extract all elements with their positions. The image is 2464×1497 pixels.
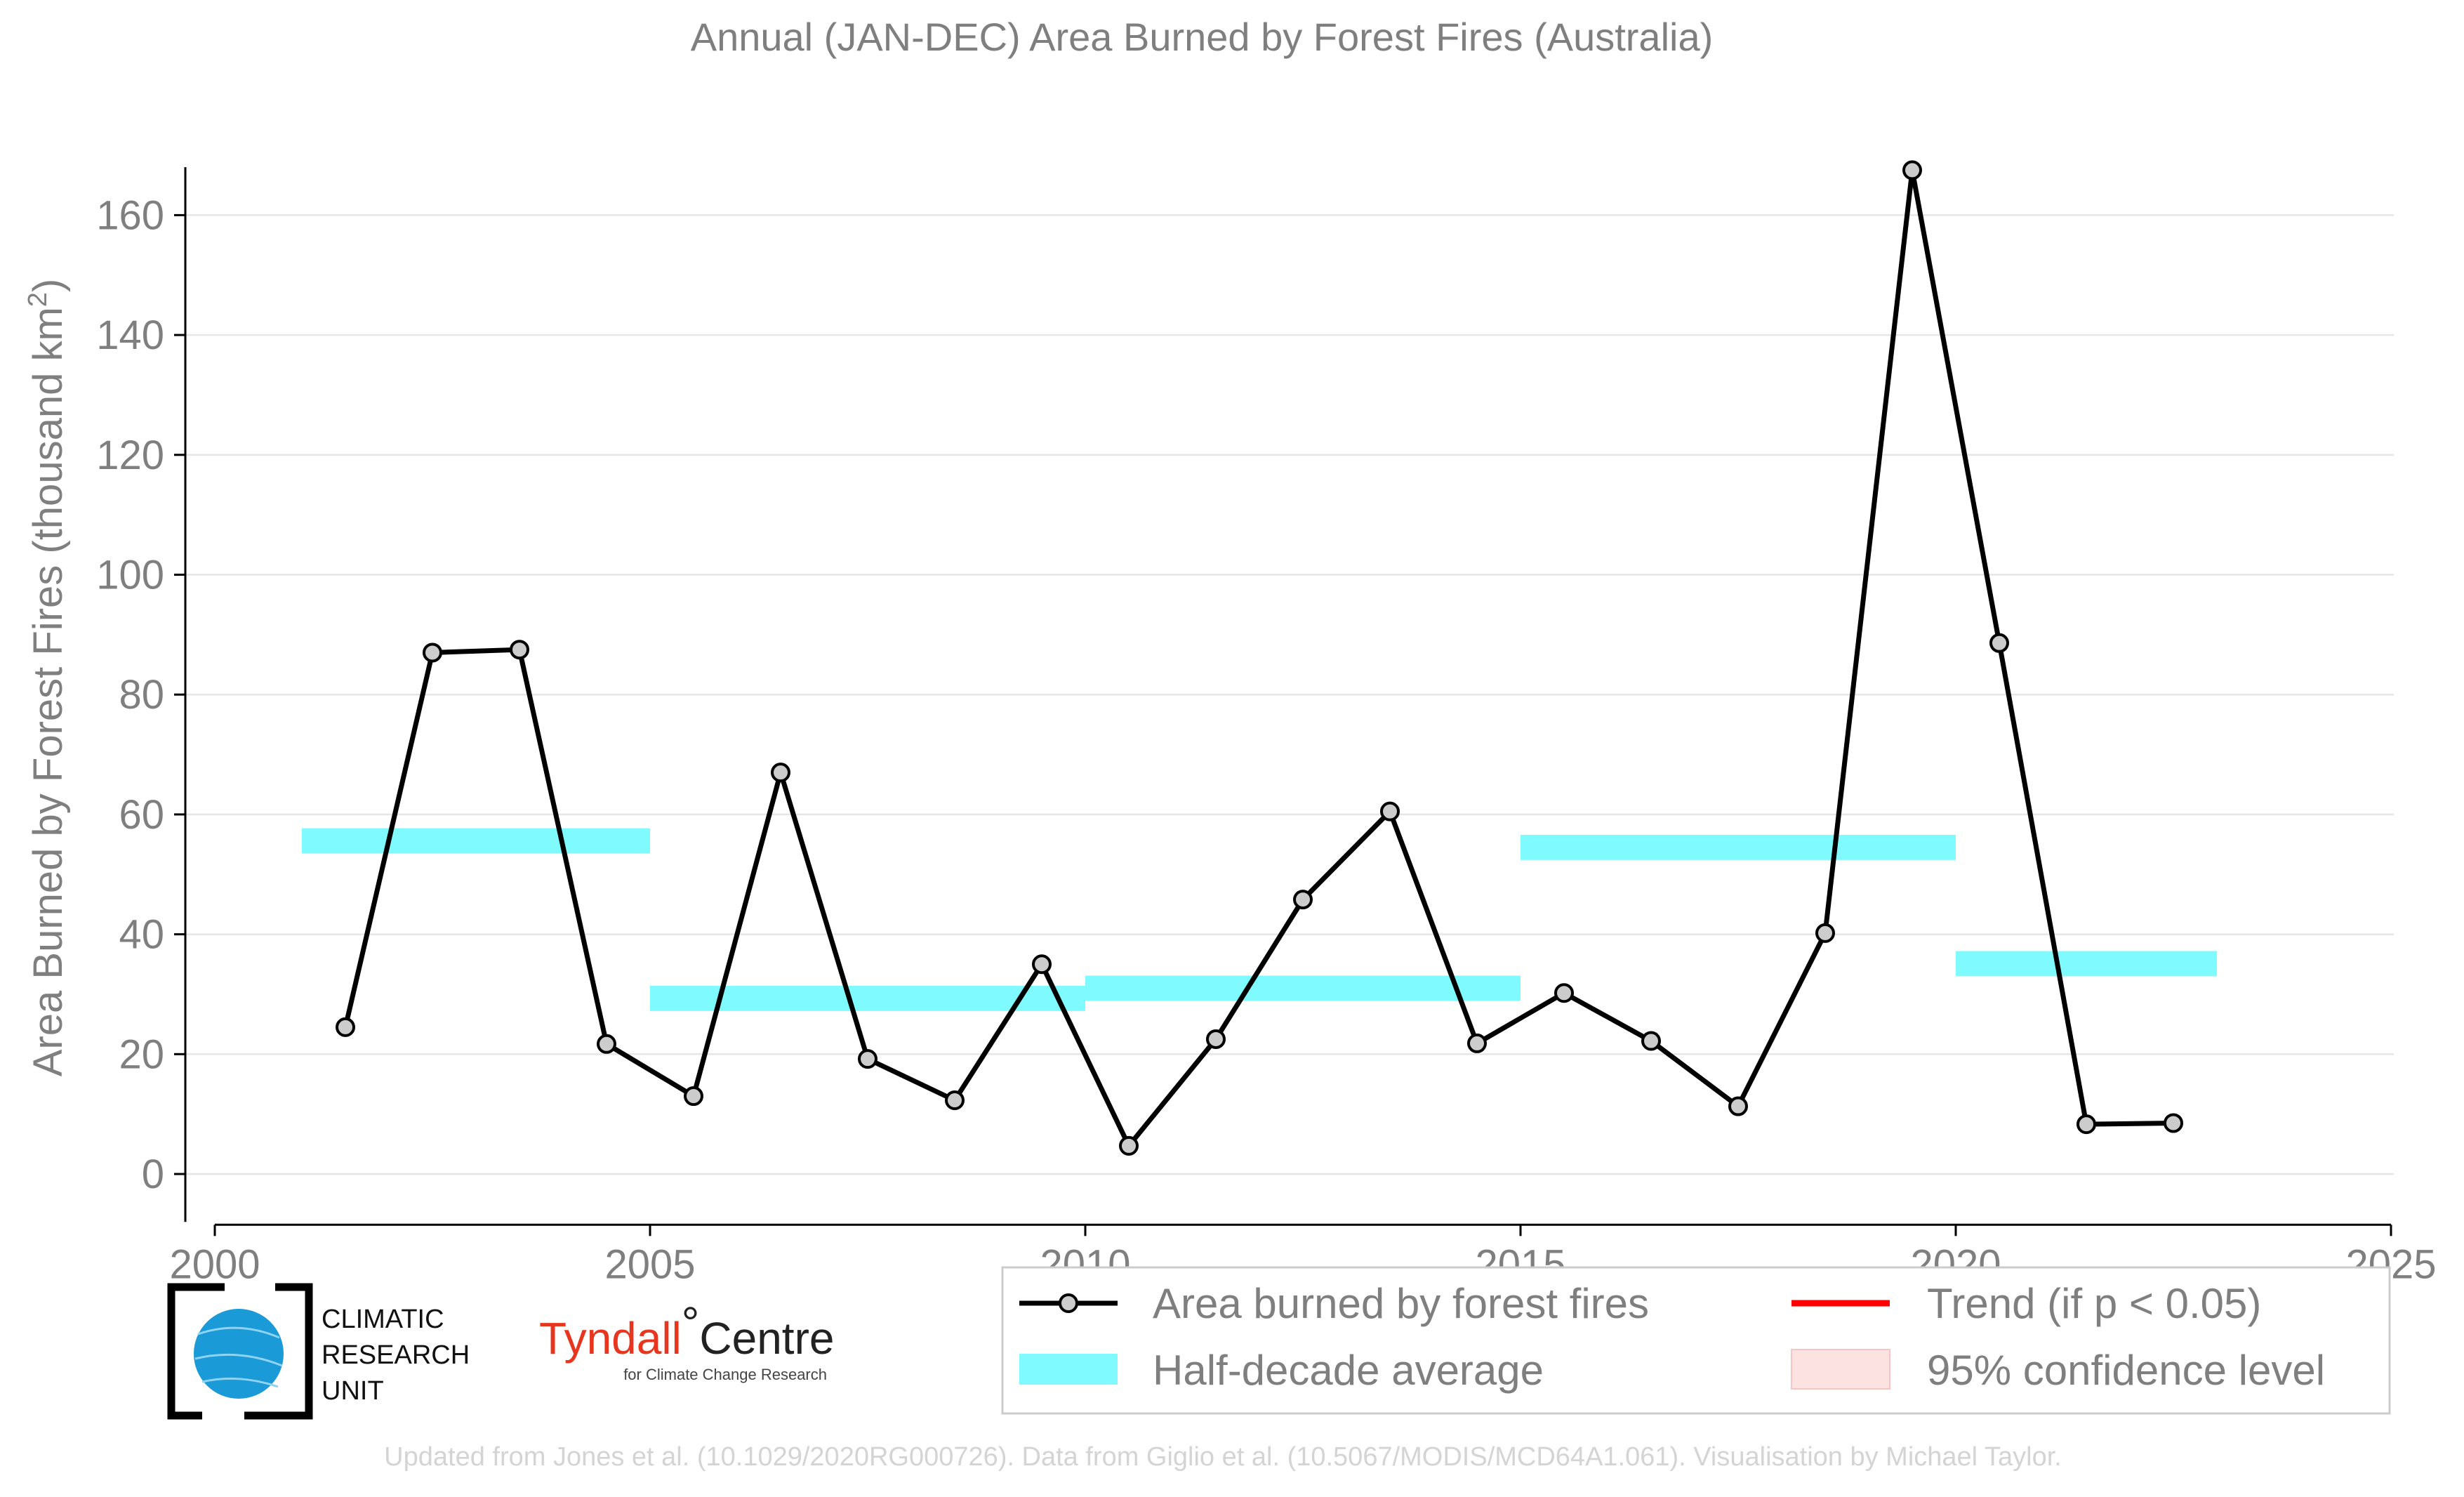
data-point-2017.5 — [1728, 1096, 1748, 1116]
credit-line: Updated from Jones et al. (10.1029/2020R… — [384, 1442, 2062, 1472]
y-tick-label-160: 160 — [96, 192, 164, 238]
data-point-2021.5 — [2076, 1114, 2096, 1135]
data-point-2013.5 — [1380, 801, 1400, 822]
y-tick-label-0: 0 — [142, 1152, 164, 1197]
y-axis-label: Area Burned by Forest Fires (thousand km… — [23, 279, 71, 1077]
y-tick-label-120: 120 — [96, 433, 164, 478]
cru-name-line2: RESEARCH — [322, 1340, 470, 1370]
y-tick-label-100: 100 — [96, 553, 164, 598]
grid-lines — [184, 214, 2394, 1175]
legend-label-area-burned: Area burned by forest fires — [1153, 1280, 1649, 1327]
half-decade-band-2 — [1085, 975, 1521, 1001]
series-line — [343, 167, 2174, 1149]
y-tick-label-80: 80 — [119, 672, 164, 718]
cru-logo: CLIMATIC RESEARCH UNIT — [167, 1283, 470, 1420]
legend-frame — [1001, 1266, 2391, 1415]
tyndall-part1: Tyndall — [539, 1313, 682, 1364]
globe-lines-icon — [194, 1326, 283, 1388]
data-point-2012.5 — [1293, 890, 1313, 910]
data-point-2014.5 — [1467, 1033, 1487, 1053]
data-point-2009.5 — [1032, 954, 1052, 975]
data-point-2019.5 — [1902, 160, 1922, 180]
data-point-2001.5 — [336, 1017, 355, 1037]
y-tick-label-40: 40 — [119, 912, 164, 958]
legend-label-trend: Trend (if p < 0.05) — [1927, 1280, 2261, 1327]
data-point-2007.5 — [858, 1049, 877, 1069]
data-point-2015.5 — [1554, 983, 1574, 1003]
chart-title: Annual (JAN-DEC) Area Burned by Forest F… — [691, 15, 1714, 59]
tyndall-wordmark: Tyndall°Centre — [539, 1298, 834, 1364]
y-tick-label-140: 140 — [96, 312, 164, 358]
tyndall-subtitle: for Climate Change Research — [623, 1366, 827, 1383]
legend-swatch-half-decade — [1019, 1354, 1118, 1385]
data-point-2006.5 — [771, 763, 790, 783]
data-point-2020.5 — [1989, 633, 2009, 653]
tyndall-logo: Tyndall°Centre for Climate Change Resear… — [539, 1298, 834, 1383]
legend-label-half-decade: Half-decade average — [1153, 1347, 1544, 1394]
y-axis-label-superscript: 2 — [23, 292, 53, 307]
half-decade-band-0 — [302, 828, 650, 854]
data-point-2022.5 — [2164, 1113, 2183, 1133]
data-point-2016.5 — [1641, 1031, 1661, 1051]
legend-swatch-confidence — [1791, 1349, 1890, 1390]
x-tick-label-2000: 2000 — [169, 1241, 260, 1287]
legend-label-confidence: 95% confidence level — [1927, 1347, 2325, 1394]
cru-name-line3: UNIT — [322, 1376, 384, 1406]
data-point-2011.5 — [1206, 1029, 1226, 1049]
data-point-2008.5 — [945, 1090, 965, 1111]
y-tick-label-20: 20 — [119, 1031, 164, 1077]
data-point-2003.5 — [510, 640, 529, 660]
half-decade-band-4 — [1956, 951, 2217, 977]
data-point-2010.5 — [1119, 1135, 1139, 1156]
cru-logo-frame-icon — [167, 1283, 313, 1420]
y-axis: 0 20 40 60 80 100 120 140 160 — [96, 167, 187, 1222]
y-axis-label-main: Area Burned by Forest Fires (thousand km — [25, 307, 71, 1076]
legend-swatch-marker — [1059, 1293, 1078, 1313]
data-point-2005.5 — [684, 1086, 703, 1107]
cru-name-line1: CLIMATIC — [322, 1305, 444, 1334]
series-area-burned — [336, 160, 2183, 1156]
x-tick-label-2005: 2005 — [604, 1241, 695, 1287]
half-decade-bands — [302, 828, 2217, 1011]
legend: Area burned by forest fires Trend (if p … — [1001, 1266, 2391, 1415]
data-point-2018.5 — [1815, 923, 1835, 943]
half-decade-band-3 — [1521, 834, 1956, 860]
tyndall-part2: Centre — [699, 1313, 834, 1364]
y-tick-label-60: 60 — [119, 792, 164, 838]
data-point-2004.5 — [597, 1034, 616, 1054]
y-axis-label-close: ) — [25, 279, 71, 292]
data-point-2002.5 — [423, 642, 442, 663]
tyndall-degree: ° — [682, 1298, 700, 1348]
